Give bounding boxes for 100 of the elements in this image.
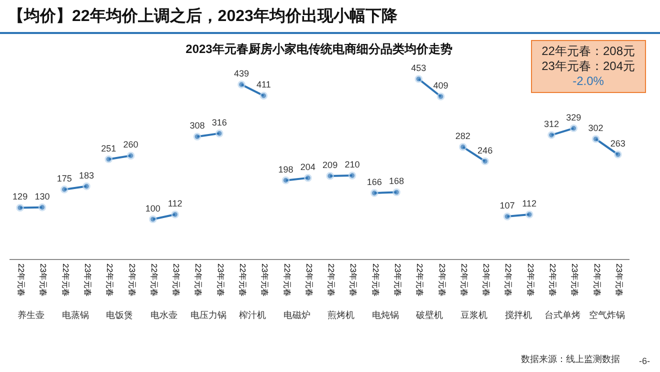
point: [193, 132, 202, 141]
data-label: 210: [344, 160, 360, 170]
data-label: 112: [168, 198, 182, 208]
x-tick-label: 22年元春: [415, 264, 424, 296]
text: 电磁炉: [283, 310, 310, 320]
x-tick-label: 23年元春: [83, 264, 92, 296]
text: -6-: [639, 356, 650, 366]
point: [282, 176, 290, 184]
data-label: 168: [388, 176, 404, 186]
x-tick-label: 23年元春: [348, 264, 358, 296]
point: [436, 92, 445, 100]
x-tick-label: 22年元春: [149, 264, 158, 296]
point: [38, 203, 46, 212]
data-label: 198: [278, 164, 294, 174]
data-label: 409: [433, 80, 448, 90]
point: [481, 157, 489, 166]
text: 破壁机: [415, 310, 444, 320]
x-tick-label: 22年元春: [238, 264, 247, 296]
point: [348, 172, 356, 180]
point: [503, 212, 512, 220]
x-tick-label: 22年元春: [548, 264, 557, 296]
data-label: 302: [588, 123, 604, 133]
source-note: 数据来源：线上监测数据: [521, 353, 620, 366]
point: [149, 215, 157, 224]
data-label: 282: [455, 130, 470, 141]
x-tick-label: 23年元春: [216, 264, 225, 296]
point: [459, 143, 467, 151]
data-label: 204: [300, 162, 316, 172]
point: [215, 130, 224, 138]
data-label: 308: [190, 120, 205, 131]
data-label: 107: [500, 200, 515, 210]
text: 台式单烤: [544, 310, 581, 320]
x-tick-label: 22年元春: [459, 264, 468, 296]
data-label: 183: [78, 170, 94, 180]
x-tick-label: 23年元春: [260, 264, 270, 296]
x-tick-label: 23年元春: [526, 264, 535, 296]
text: 电饭煲: [106, 310, 134, 320]
chart-title: 【均价】22年均价上调之后，2023年均价出现小幅下降: [8, 6, 398, 27]
point: [238, 80, 246, 88]
x-tick-label: 22年元春: [504, 264, 513, 296]
chart-subtitle: 2023年元春厨房小家电传统电商细分品类均价走势: [186, 42, 452, 56]
x-tick-label: 22年元春: [326, 264, 336, 296]
point: [414, 75, 423, 83]
text: 搅拌机: [504, 310, 532, 320]
text: 养生壶: [18, 310, 45, 320]
x-tick-label: 22年元春: [282, 264, 292, 296]
x-tick-label: 23年元春: [38, 264, 48, 296]
data-label: 439: [234, 68, 250, 79]
point: [304, 174, 312, 182]
data-label: 453: [411, 63, 426, 73]
data-label: 129: [12, 192, 28, 202]
data-label: 166: [366, 177, 382, 188]
text: 豆浆机: [460, 310, 488, 320]
text: 空气炸锅: [588, 310, 625, 320]
data-label: 411: [256, 80, 271, 90]
point: [570, 124, 578, 132]
point: [82, 182, 90, 190]
data-label: 329: [566, 112, 582, 122]
annotation: -2.0%: [572, 74, 605, 89]
data-label: 312: [544, 119, 560, 130]
point: [525, 210, 534, 218]
x-tick-label: 23年元春: [304, 264, 314, 296]
point: [60, 186, 68, 194]
text: 22年元春：208元: [542, 44, 635, 59]
x-tick-label: 23年元春: [614, 264, 624, 296]
data-label: 251: [101, 143, 116, 154]
point: [126, 152, 135, 160]
point: [392, 188, 400, 196]
data-label: 260: [123, 140, 138, 150]
point: [171, 210, 179, 218]
point: [16, 204, 24, 212]
point: [104, 155, 113, 164]
data-label: 209: [322, 160, 338, 170]
x-tick-label: 22年元春: [370, 264, 380, 296]
data-label: 263: [610, 138, 626, 148]
text: 榨汁机: [239, 310, 266, 320]
data-label: 100: [145, 203, 160, 214]
data-label: 130: [34, 191, 50, 202]
x-tick-label: 22年元春: [592, 264, 602, 296]
x-tick-label: 23年元春: [482, 264, 491, 296]
point: [614, 150, 622, 158]
point: [548, 131, 556, 139]
x-tick-label: 23年元春: [172, 264, 181, 296]
text: 煎烤机: [328, 310, 355, 320]
text: 电水壶: [150, 310, 178, 320]
x-tick-label: 22年元春: [194, 264, 203, 296]
x-tick-label: 23年元春: [393, 264, 402, 296]
point: [326, 172, 334, 180]
point: [260, 92, 268, 100]
data-label: 246: [478, 145, 493, 156]
data-label: 175: [56, 173, 72, 184]
x-tick-label: 23年元春: [570, 264, 580, 296]
x-tick-label: 22年元春: [60, 264, 70, 296]
point: [592, 135, 600, 143]
x-tick-label: 22年元春: [16, 264, 26, 296]
x-tick-label: 22年元春: [105, 264, 114, 296]
point: [370, 189, 378, 197]
text: 23年元春：204元: [542, 59, 635, 74]
data-label: 112: [522, 198, 537, 208]
x-tick-label: 23年元春: [437, 264, 446, 296]
